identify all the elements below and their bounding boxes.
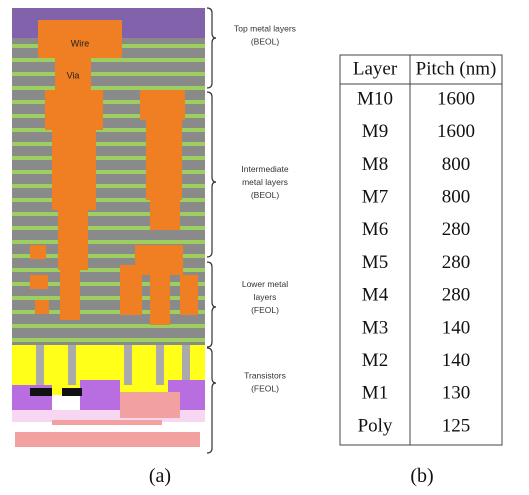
layer-group-label: Transistors <box>244 371 286 381</box>
layer-group-label: (FEOL) <box>251 384 279 394</box>
table-cell: M9 <box>362 121 388 142</box>
layer-group-label: (FEOL) <box>251 305 279 315</box>
table-cell: 280 <box>442 219 471 240</box>
table-cell: 1600 <box>437 88 475 109</box>
table-header: Layer <box>353 58 398 79</box>
table-cell: 800 <box>442 186 471 207</box>
metal-stripe <box>12 240 205 244</box>
metal-stripe <box>12 72 205 76</box>
table-cell: 800 <box>442 154 471 175</box>
table-cell: M7 <box>362 186 388 207</box>
via-label: Via <box>67 70 80 80</box>
figure: Wire Via Top metal layers (BEOL) Intermedi… <box>0 0 529 495</box>
layer-group-label: (BEOL) <box>251 37 280 47</box>
layer-group-label: layers <box>254 292 277 302</box>
caption-a: (a) <box>149 465 171 487</box>
table-cell: 280 <box>442 252 471 273</box>
metal-stripe <box>12 86 205 90</box>
table-cell: M10 <box>357 88 393 109</box>
table-cell: 140 <box>442 350 471 371</box>
caption-b: (b) <box>410 465 433 487</box>
table-cell: M1 <box>362 383 388 404</box>
layer-group-label: (BEOL) <box>251 190 280 200</box>
table-header: Pitch (nm) <box>416 58 497 79</box>
table-cell: M8 <box>362 154 388 175</box>
wire-label: Wire <box>71 38 90 48</box>
table-cell: 140 <box>442 317 471 338</box>
layer-diagram: Wire Via <box>12 8 205 447</box>
metal-stripe <box>12 338 205 342</box>
pitch-table: Layer Pitch (nm) M10 1600 M9 1600 M8 800 M7 800 M6… <box>340 55 502 445</box>
layer-group-label: Intermediate <box>241 164 289 174</box>
table-cell: 1600 <box>437 121 475 142</box>
metal-stripe <box>12 296 205 300</box>
table-cell: 125 <box>442 415 471 436</box>
table-cell: Poly <box>358 415 393 436</box>
layer-group-label: metal layers <box>242 177 288 187</box>
metal-stripe <box>12 324 205 328</box>
table-cell: M2 <box>362 350 388 371</box>
layer-group-label: Top metal layers <box>234 24 296 34</box>
brackets <box>207 8 216 453</box>
table-cell: M6 <box>362 219 388 240</box>
table-cell: 280 <box>442 285 471 306</box>
layer-group-label: Lower metal <box>242 279 288 289</box>
table-cell: M5 <box>362 252 388 273</box>
table-cell: M3 <box>362 317 388 338</box>
table-cell: M4 <box>362 285 389 306</box>
table-cell: 130 <box>442 383 471 404</box>
metal-stripe <box>12 58 205 62</box>
